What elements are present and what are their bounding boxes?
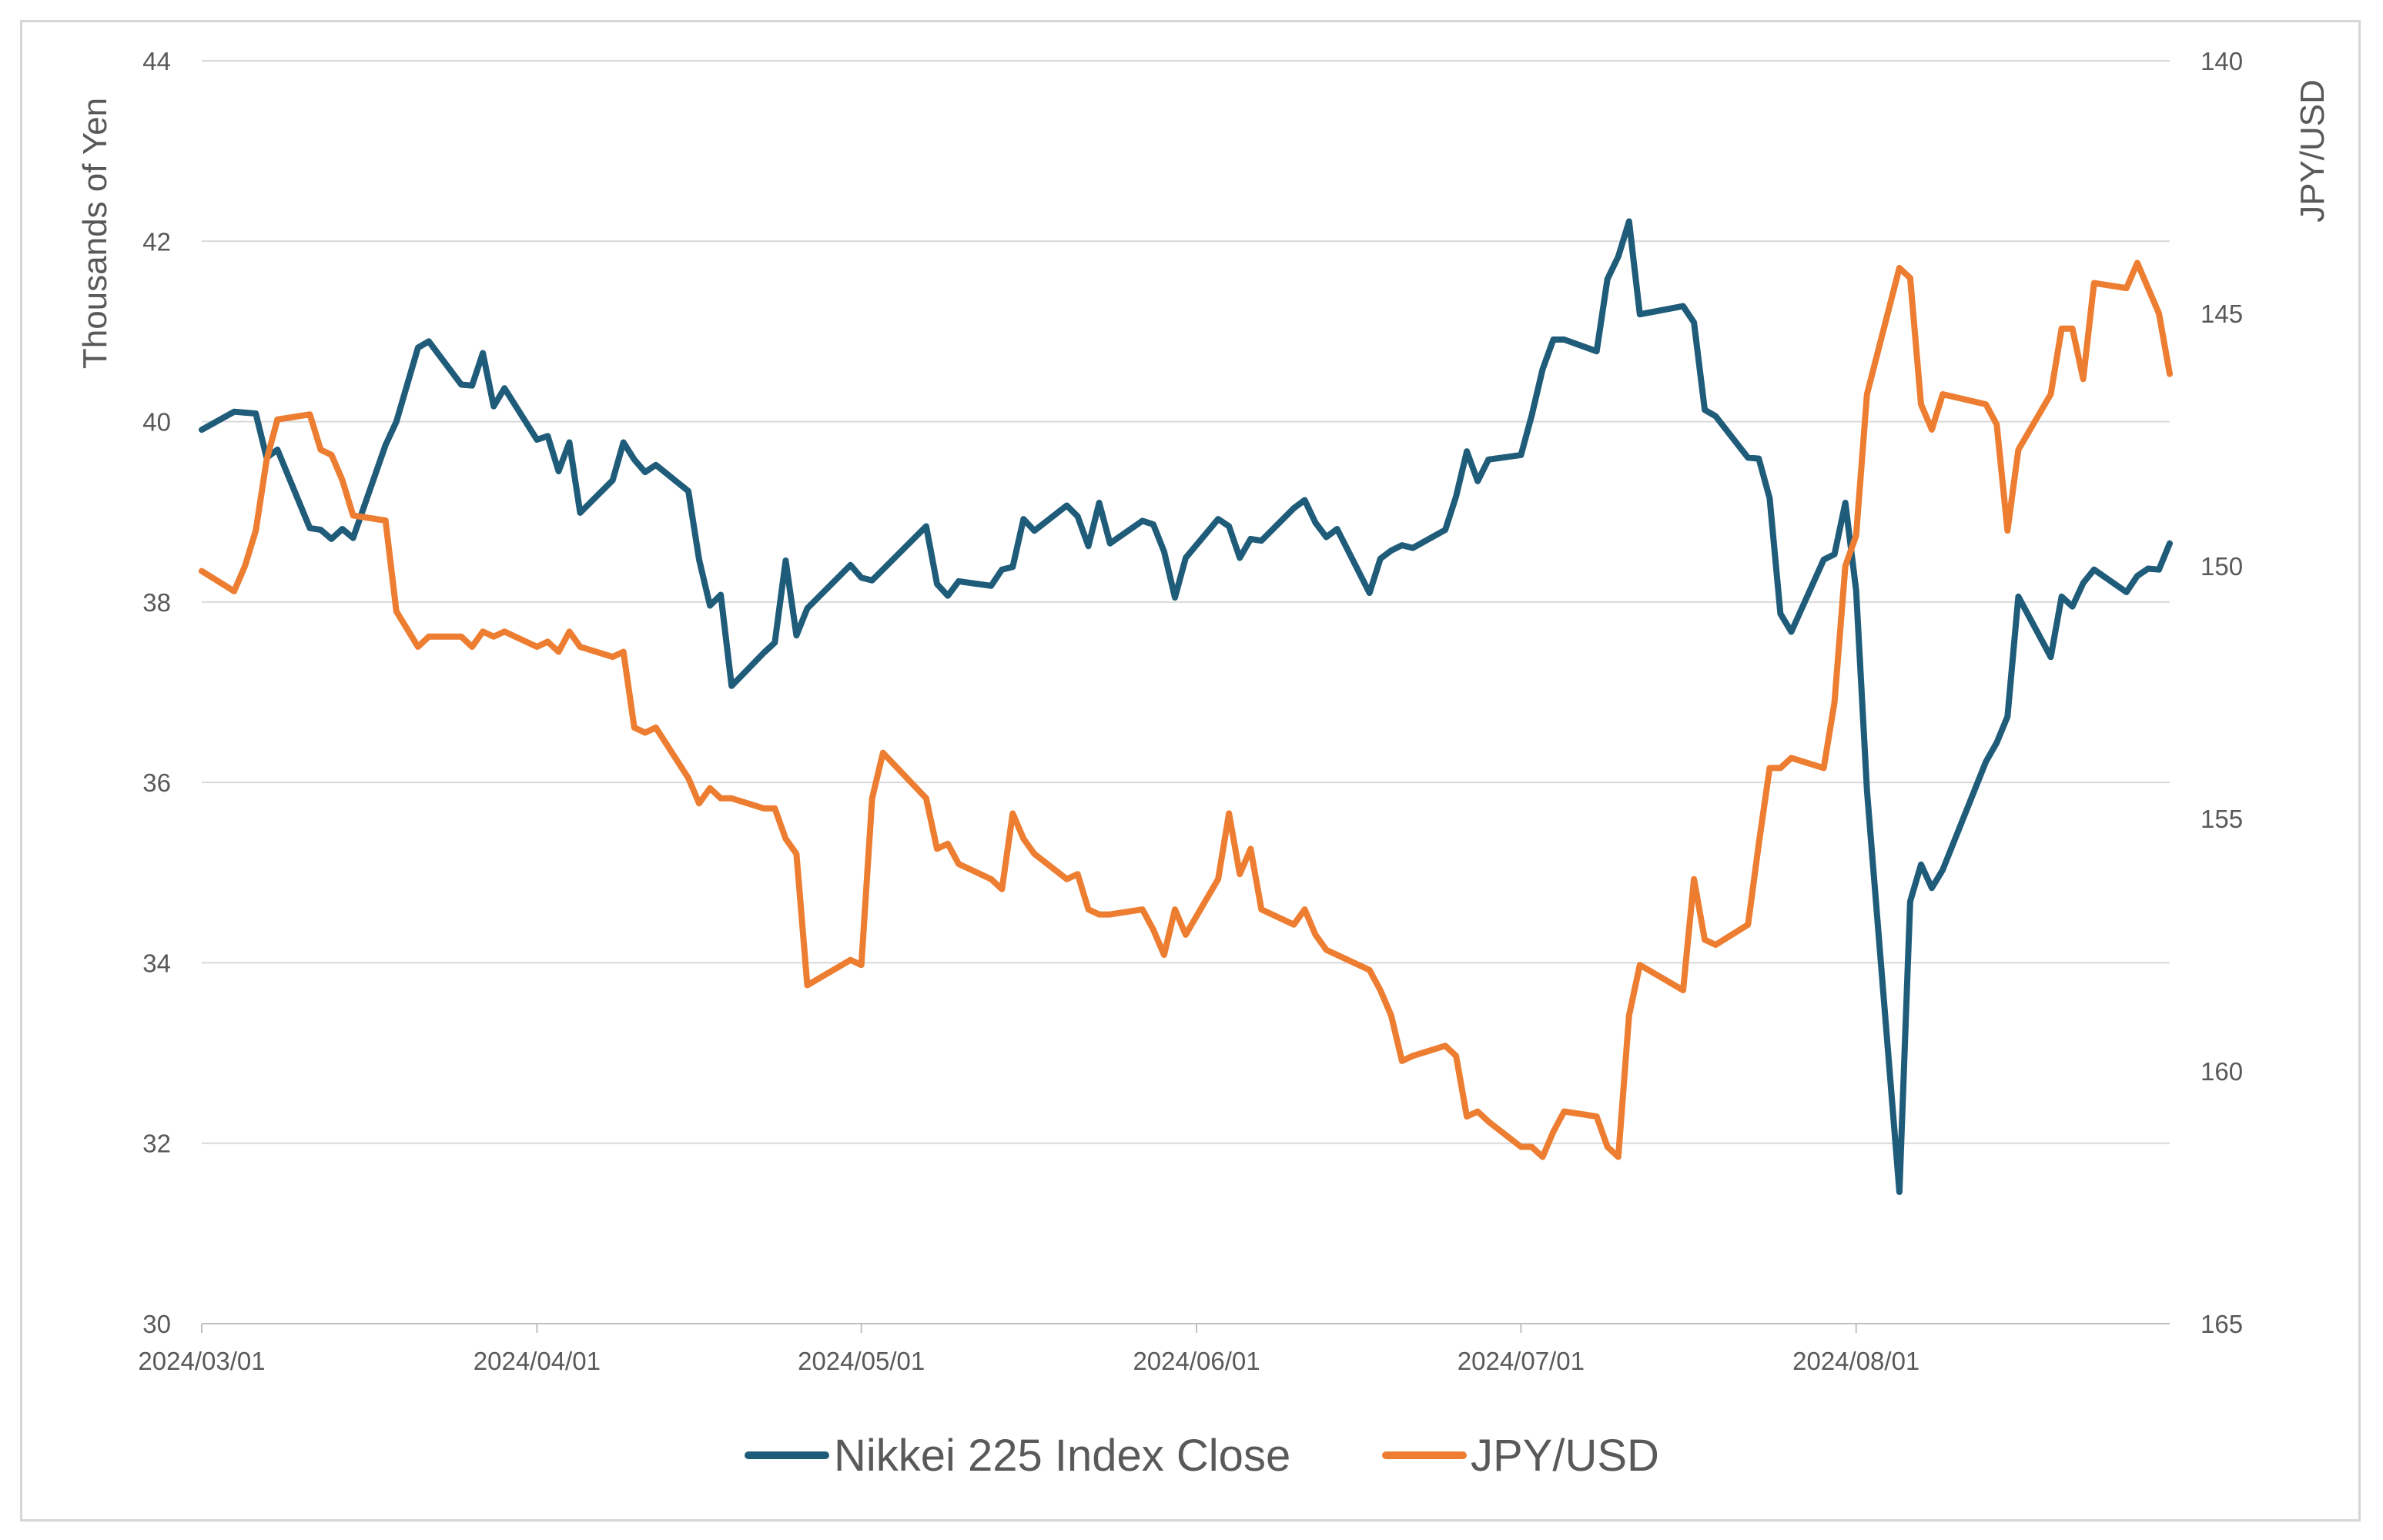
chart-frame bbox=[20, 20, 2361, 1522]
x-tick-label: 2024/08/01 bbox=[1792, 1347, 1919, 1375]
x-tick-label: 2024/04/01 bbox=[474, 1347, 601, 1375]
series-lines bbox=[199, 218, 2173, 1195]
y-right-tick-label: 150 bbox=[2201, 552, 2243, 581]
y-left-tick-label: 40 bbox=[142, 408, 171, 437]
y-left-tick-label: 32 bbox=[142, 1130, 171, 1158]
y-left-tick-label: 38 bbox=[142, 588, 171, 617]
y-right-axis-title: JPY/USD bbox=[2294, 79, 2331, 223]
y-right-tick-label: 160 bbox=[2201, 1057, 2243, 1086]
gridlines bbox=[202, 60, 2170, 1144]
x-tick-label: 2024/07/01 bbox=[1458, 1347, 1585, 1375]
legend-label-nikkei: Nikkei 225 Index Close bbox=[834, 1431, 1290, 1481]
x-tick-label: 2024/03/01 bbox=[138, 1347, 265, 1375]
axes: 30 32 34 36 38 40 42 44 140 145 150 155 160 165 2024/0… bbox=[138, 47, 2243, 1375]
series-line-jpyusd bbox=[199, 259, 2173, 1160]
y-left-tick-label: 34 bbox=[142, 949, 171, 977]
y-right-tick-label: 155 bbox=[2201, 805, 2243, 833]
y-left-axis-title: Thousands of Yen bbox=[76, 98, 114, 369]
x-tick-label: 2024/06/01 bbox=[1133, 1347, 1260, 1375]
y-left-tick-label: 30 bbox=[142, 1310, 171, 1338]
y-left-tick-label: 36 bbox=[142, 768, 171, 797]
y-left-tick-label: 44 bbox=[142, 47, 171, 75]
series-line-nikkei bbox=[199, 218, 2173, 1195]
y-right-tick-label: 140 bbox=[2201, 47, 2243, 75]
legend: Nikkei 225 Index Close JPY/USD bbox=[745, 1431, 1659, 1481]
y-right-tick-label: 165 bbox=[2201, 1310, 2243, 1338]
x-tick-label: 2024/05/01 bbox=[798, 1347, 925, 1375]
y-right-tick-label: 145 bbox=[2201, 300, 2243, 328]
y-left-tick-label: 42 bbox=[142, 227, 171, 256]
legend-label-jpyusd: JPY/USD bbox=[1471, 1431, 1659, 1481]
